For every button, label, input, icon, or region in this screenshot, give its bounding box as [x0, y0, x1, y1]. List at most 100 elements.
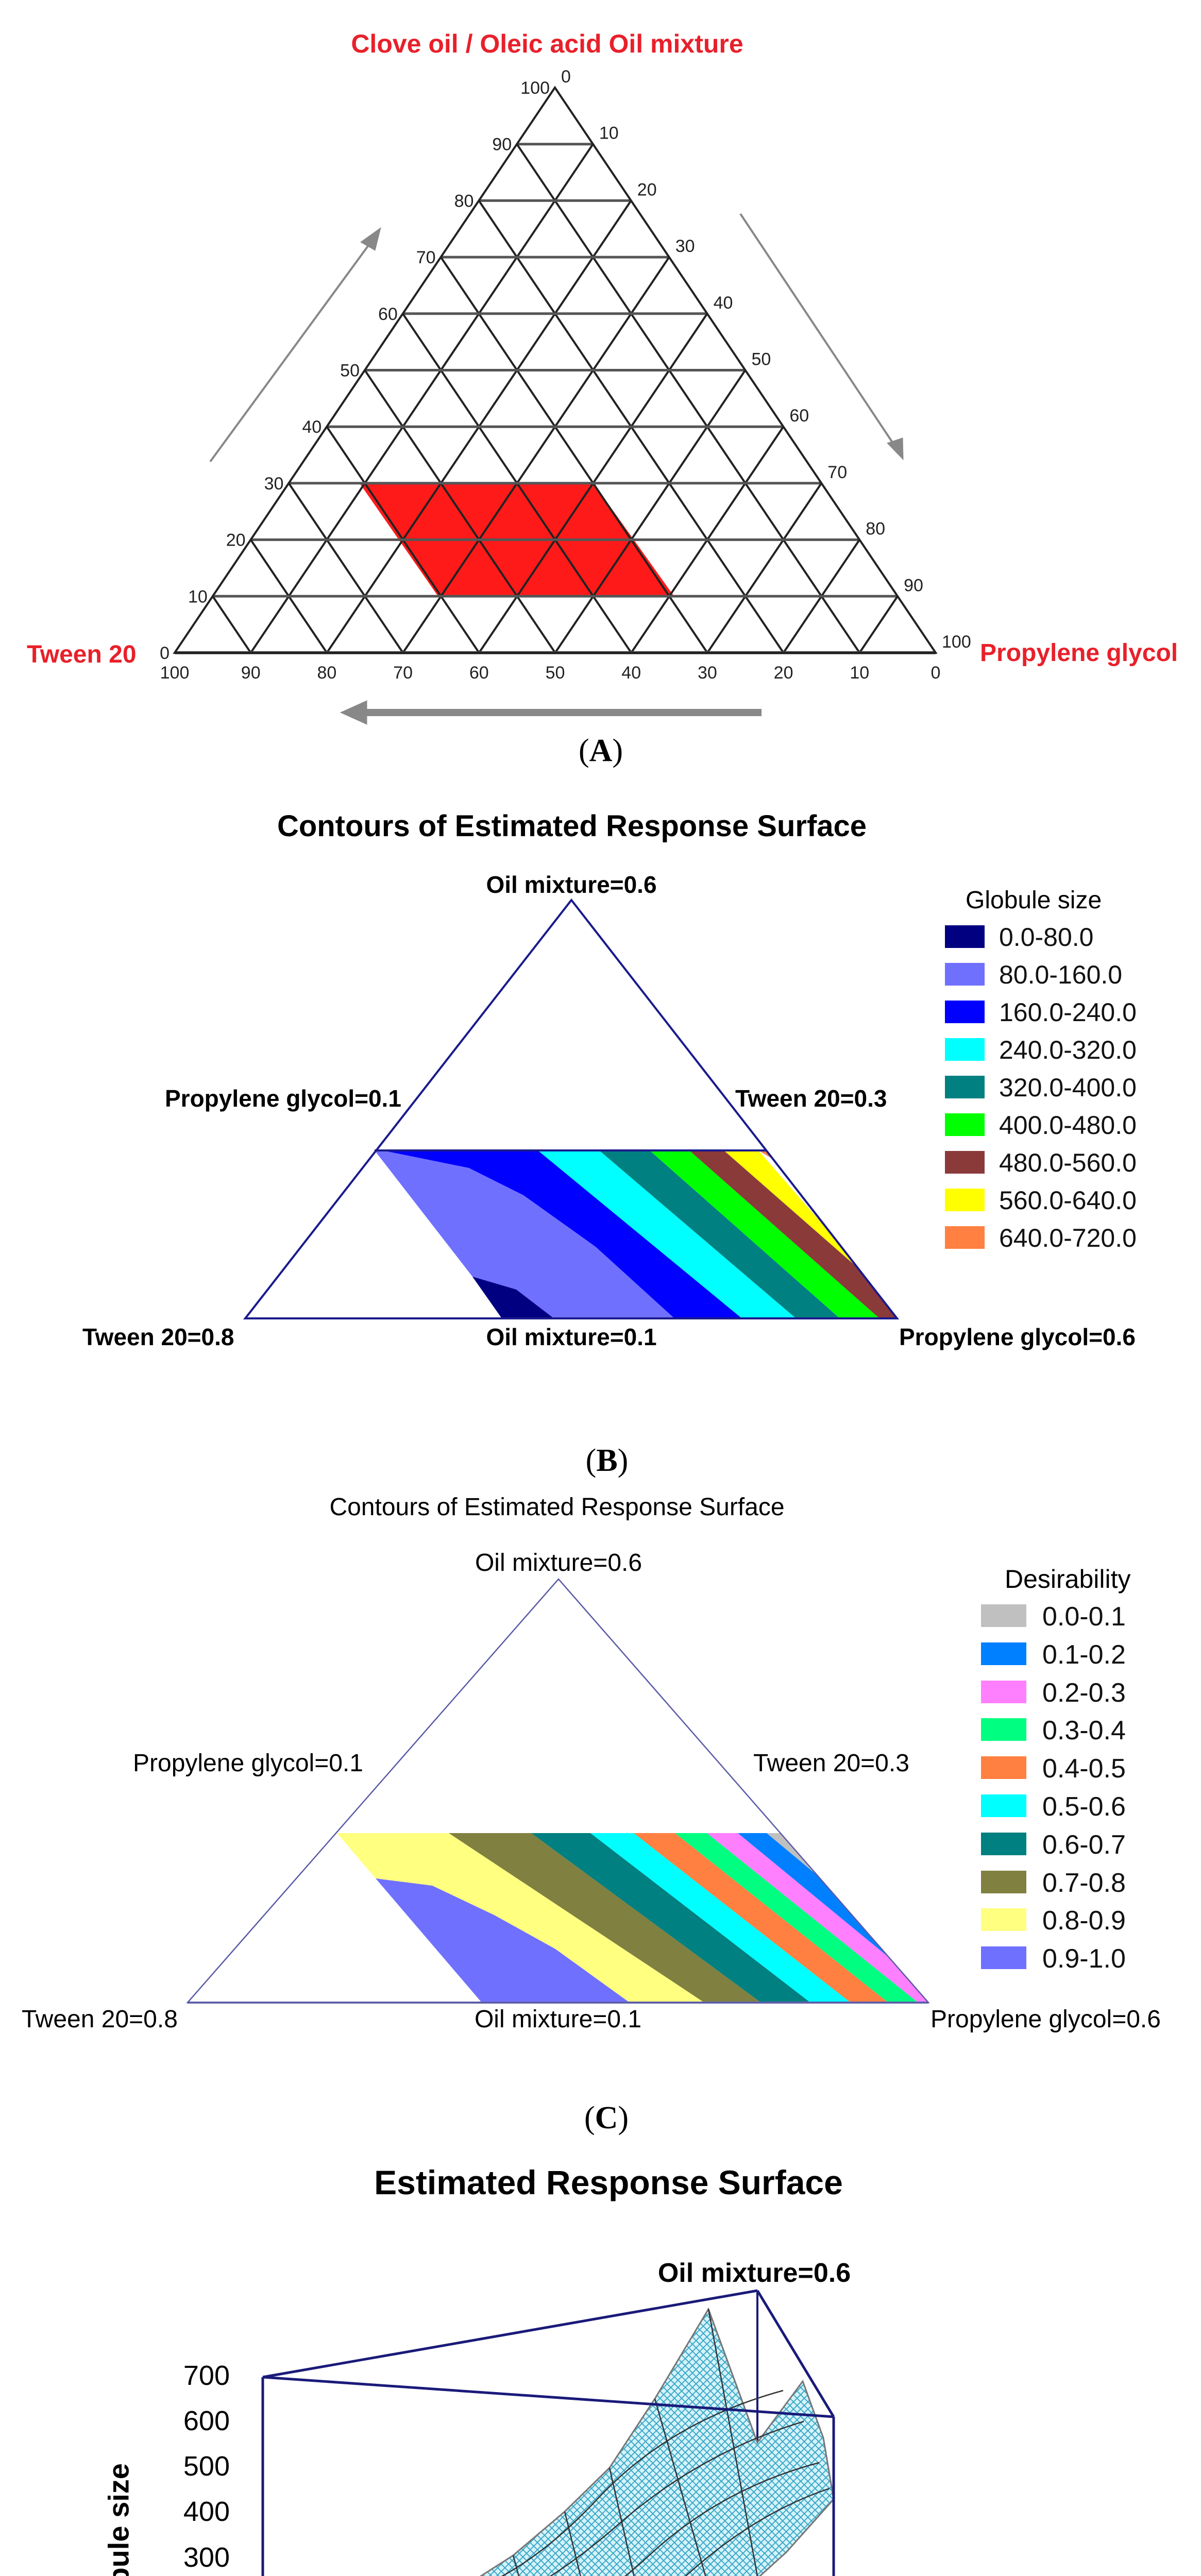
legend-label: 0.7-0.8: [1042, 1868, 1126, 1898]
legend-swatch: [945, 1226, 985, 1249]
z-tick-label: 700: [183, 2360, 230, 2391]
legend-label: 0.4-0.5: [1042, 1754, 1126, 1784]
left-tick: 90: [492, 135, 512, 155]
contour-band: [472, 1277, 554, 1318]
mesh-line: [685, 2487, 830, 2576]
grid-lines: [173, 86, 938, 654]
legend-label: 640.0-720.0: [999, 1224, 1137, 1252]
contour-band: [738, 1833, 890, 1958]
legend-swatch: [981, 1718, 1026, 1741]
legend-label: 400.0-480.0: [999, 1111, 1137, 1140]
right-tick: 0: [561, 67, 571, 87]
panel-c-side-left: Propylene glycol=0.1: [133, 1750, 363, 1777]
panel-c-base-mid: Oil mixture=0.1: [474, 2006, 642, 2033]
contour-band: [599, 1150, 840, 1318]
mesh-line: [624, 2462, 820, 2576]
contour-band: [767, 1833, 818, 1875]
left-tick: 20: [226, 531, 246, 550]
arrow-down-right: [739, 213, 900, 453]
legend-label: 320.0-400.0: [999, 1073, 1137, 1102]
panel-c-vertex-right: Propylene glycol=0.6: [931, 2006, 1161, 2033]
bottom-tick: 90: [241, 663, 261, 683]
panel-c-title: Contours of Estimated Response Surface: [329, 1494, 785, 1521]
legend-label: 0.2-0.3: [1042, 1677, 1126, 1708]
contour-band: [707, 1833, 928, 2003]
contour-band: [382, 1150, 742, 1318]
mesh-line: [654, 2398, 706, 2576]
arrowhead: [360, 227, 381, 251]
legend-swatch: [945, 1038, 985, 1061]
legend-swatch: [945, 963, 985, 986]
legend-label: 480.0-560.0: [999, 1148, 1137, 1177]
contour-band: [531, 1833, 810, 2003]
panel-b-vertex-left: Tween 20=0.8: [82, 1324, 234, 1350]
legend-label: 0.9-1.0: [1042, 1944, 1126, 1974]
z-tick-label: 500: [183, 2451, 230, 2482]
mesh-line: [564, 2511, 581, 2576]
legend-swatch: [981, 1832, 1026, 1855]
right-tick: 70: [827, 463, 847, 482]
panel-a: Clove oil / Oleic acid Oil mixture 100 0 1…: [0, 0, 1201, 773]
contour-plot-globule-size: [243, 898, 900, 1319]
panel-b-vertex-right: Propylene glycol=0.6: [899, 1324, 1136, 1350]
bottom-tick: 80: [317, 663, 336, 683]
caption-b: (B): [585, 1443, 629, 1478]
panel-c-side-right: Tween 20=0.3: [753, 1750, 909, 1777]
panel-a-left-label: Tween 20: [27, 641, 137, 668]
right-tick: 60: [789, 406, 809, 426]
right-tick: 20: [637, 180, 657, 199]
ternary-grid-a: 1000100901090802080703070604060505050406…: [160, 67, 971, 725]
legend-label: 0.3-0.4: [1042, 1716, 1126, 1746]
legend-title: Globule size: [966, 887, 1102, 914]
right-tick: 80: [866, 519, 885, 539]
left-tick: 0: [160, 643, 170, 663]
caption-a: (A): [578, 733, 623, 768]
z-tick-label: 300: [183, 2541, 230, 2573]
left-tick: 80: [454, 191, 474, 211]
panel-b: Contours of Estimated Response Surface O…: [82, 809, 1137, 1478]
contour-band: [376, 1878, 630, 2003]
mesh-line: [501, 2389, 784, 2576]
legend-swatch: [945, 925, 985, 948]
left-tick: 10: [188, 587, 208, 606]
contour-band: [375, 1150, 674, 1318]
legend-label: 240.0-320.0: [999, 1036, 1137, 1064]
box-front-edges: [261, 2289, 835, 2576]
surface-mesh: [501, 2309, 830, 2576]
panel-b-title: Contours of Estimated Response Surface: [277, 809, 867, 843]
direction-arrows: [209, 213, 904, 725]
legend-label: 80.0-160.0: [999, 960, 1123, 989]
panel-d-vertex-top: Oil mixture=0.6: [657, 2258, 851, 2288]
mesh-line: [512, 2555, 520, 2576]
legend-swatch: [945, 1113, 985, 1136]
legend-swatch: [981, 1642, 1026, 1665]
contour-band: [538, 1150, 796, 1318]
contour-band: [590, 1833, 851, 2003]
right-tick: 50: [752, 350, 771, 369]
triangle-outline: [186, 1578, 930, 2004]
z-tick-label: 400: [183, 2496, 230, 2528]
mesh-line: [549, 2420, 804, 2576]
right-tick: 10: [599, 124, 619, 143]
legend-swatch: [945, 1001, 985, 1023]
panel-a-right-label: Propylene glycol: [980, 639, 1178, 667]
tick-labels: 1000100901090802080703070604060505050406…: [160, 67, 971, 683]
legend-swatch: [981, 1908, 1026, 1931]
legend-label: 160.0-240.0: [999, 998, 1137, 1027]
legend-label: 0.0-0.1: [1042, 1602, 1126, 1632]
right-tick: 40: [714, 293, 733, 313]
contour-band: [449, 1833, 761, 2003]
legend-swatch: [981, 1870, 1026, 1893]
bottom-tick: 100: [160, 663, 190, 683]
contour-plot-desirability: [186, 1578, 930, 2004]
arrowhead: [887, 437, 904, 461]
legend-label: 0.0-80.0: [999, 923, 1094, 952]
arrow-up-left: [209, 234, 377, 463]
legend-label: 0.6-0.7: [1042, 1829, 1126, 1860]
right-tick: 90: [904, 575, 923, 595]
left-tick: 60: [378, 304, 398, 324]
contour-band: [758, 1150, 773, 1159]
panel-d-title: Estimated Response Surface: [374, 2163, 843, 2201]
legend-swatch: [981, 1794, 1026, 1817]
